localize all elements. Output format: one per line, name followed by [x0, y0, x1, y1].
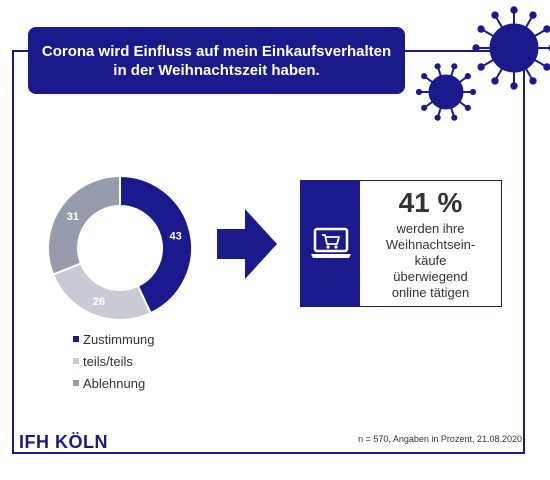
donut-chart: 43 26 31 — [47, 174, 193, 321]
legend-label: teils/teils — [83, 353, 133, 369]
data-label: 43 — [170, 231, 182, 243]
info-percent: 41 % — [398, 187, 463, 218]
info-line: käufe — [414, 253, 447, 268]
donut-slice-ablehnung — [47, 174, 121, 276]
legend-label: Zustimmung — [83, 331, 155, 347]
legend-item-ablehnung: Ablehnung — [73, 372, 155, 394]
info-line: Weihnachtsein- — [385, 237, 476, 252]
legend-item-zustimmung: Zustimmung — [73, 328, 155, 350]
legend-swatch — [73, 336, 79, 342]
data-label: 26 — [93, 296, 105, 308]
donut-slice-teils-teils — [51, 262, 152, 321]
laptop-cart-icon — [310, 227, 351, 258]
chart-title: Corona wird Einfluss auf mein Einkaufsve… — [28, 27, 405, 94]
legend-item-teils: teils/teils — [73, 350, 155, 372]
legend-swatch — [73, 358, 79, 364]
legend-label: Ablehnung — [83, 375, 146, 391]
info-line: online tätigen — [391, 285, 470, 300]
info-line: überwiegend — [393, 269, 468, 284]
legend-swatch — [73, 380, 79, 386]
data-label: 31 — [67, 211, 79, 223]
arrow-right-icon — [217, 209, 277, 279]
info-box: 41 % werden ihre Weihnachtsein- käufe üb… — [300, 180, 502, 307]
ifh-logo: IFH KÖLN — [19, 432, 108, 452]
chart-legend: Zustimmung teils/teils Ablehnung — [73, 328, 155, 394]
virus-small-icon — [415, 63, 477, 121]
info-text-panel: 41 % werden ihre Weihnachtsein- käufe üb… — [360, 181, 501, 306]
info-line: werden ihre — [396, 221, 465, 236]
donut-slice-zustimmung — [119, 174, 193, 315]
footnote: n = 570, Angaben in Prozent, 21.08.2020 — [358, 434, 522, 444]
info-icon-panel — [301, 181, 360, 306]
